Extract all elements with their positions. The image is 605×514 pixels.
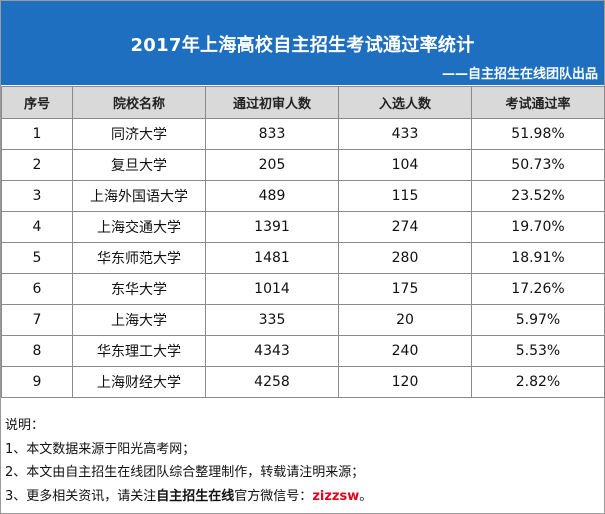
cell-selected-count: 175 — [338, 273, 472, 305]
cell-pass-rate: 18.91% — [471, 242, 605, 274]
cell-school-name: 上海大学 — [72, 304, 206, 336]
table-row: 2 复旦大学 205 104 50.73% — [1, 149, 605, 181]
notes-section: 说明： 1、本文数据来源于阳光高考网； 2、本文由自主招生在线团队综合整理制作，… — [5, 414, 600, 508]
wechat-id: zizzsw — [312, 488, 360, 504]
table-row: 8 华东理工大学 4343 240 5.53% — [1, 335, 605, 367]
header-index: 序号 — [1, 86, 73, 119]
cell-pass-rate: 2.82% — [471, 366, 605, 398]
cell-pass-rate: 23.52% — [471, 180, 605, 212]
note-follow-mid: 官方微信号： — [234, 488, 313, 504]
cell-index: 8 — [1, 335, 73, 367]
cell-selected-count: 240 — [338, 335, 472, 367]
table-row: 7 上海大学 335 20 5.97% — [1, 304, 605, 336]
table-row: 4 上海交通大学 1391 274 19.70% — [1, 211, 605, 243]
cell-school-name: 东华大学 — [72, 273, 206, 305]
cell-index: 2 — [1, 149, 73, 181]
cell-pass-rate: 51.98% — [471, 118, 605, 150]
table-row: 1 同济大学 833 433 51.98% — [1, 118, 605, 150]
title-banner: 2017年上海高校自主招生考试通过率统计 ——自主招生在线团队出品 — [1, 1, 604, 85]
table-row: 5 华东师范大学 1481 280 18.91% — [1, 242, 605, 274]
cell-index: 9 — [1, 366, 73, 398]
cell-index: 1 — [1, 118, 73, 150]
table-row: 3 上海外国语大学 489 115 23.52% — [1, 180, 605, 212]
cell-school-name: 上海外国语大学 — [72, 180, 206, 212]
cell-selected-count: 280 — [338, 242, 472, 274]
table-header-row: 序号 院校名称 通过初审人数 入选人数 考试通过率 — [1, 86, 605, 119]
cell-index: 7 — [1, 304, 73, 336]
header-pass-rate: 考试通过率 — [471, 86, 605, 119]
header-school-name: 院校名称 — [72, 86, 206, 119]
notes-heading: 说明： — [5, 418, 45, 433]
cell-selected-count: 115 — [338, 180, 472, 212]
cell-selected-count: 104 — [338, 149, 472, 181]
cell-school-name: 华东理工大学 — [72, 335, 206, 367]
header-passed-count: 通过初审人数 — [205, 86, 339, 119]
cell-school-name: 华东师范大学 — [72, 242, 206, 274]
cell-passed-count: 4258 — [205, 366, 339, 398]
note-follow-prefix: 3、更多相关资讯，请关注 — [5, 488, 157, 504]
note-line-source: 1、本文数据来源于阳光高考网； — [5, 441, 196, 457]
cell-passed-count: 205 — [205, 149, 339, 181]
cell-pass-rate: 5.53% — [471, 335, 605, 367]
banner-credit: ——自主招生在线团队出品 — [441, 67, 598, 82]
cell-index: 6 — [1, 273, 73, 305]
cell-passed-count: 335 — [205, 304, 339, 336]
page-title: 2017年上海高校自主招生考试通过率统计 — [130, 35, 475, 56]
cell-school-name: 上海交通大学 — [72, 211, 206, 243]
cell-pass-rate: 5.97% — [471, 304, 605, 336]
cell-selected-count: 20 — [338, 304, 472, 336]
cell-selected-count: 120 — [338, 366, 472, 398]
pass-rate-table: 序号 院校名称 通过初审人数 入选人数 考试通过率 1 同济大学 833 433… — [1, 86, 605, 398]
cell-school-name: 上海财经大学 — [72, 366, 206, 398]
cell-passed-count: 4343 — [205, 335, 339, 367]
cell-passed-count: 489 — [205, 180, 339, 212]
note-brand-name: 自主招生在线 — [156, 488, 235, 504]
cell-index: 3 — [1, 180, 73, 212]
cell-selected-count: 433 — [338, 118, 472, 150]
note-line-follow: 3、更多相关资讯，请关注自主招生在线官方微信号：zizzsw。 — [5, 485, 600, 509]
cell-index: 4 — [1, 211, 73, 243]
cell-passed-count: 1014 — [205, 273, 339, 305]
cell-selected-count: 274 — [338, 211, 472, 243]
cell-passed-count: 1391 — [205, 211, 339, 243]
cell-passed-count: 1481 — [205, 242, 339, 274]
cell-index: 5 — [1, 242, 73, 274]
cell-passed-count: 833 — [205, 118, 339, 150]
cell-pass-rate: 17.26% — [471, 273, 605, 305]
note-line-author: 2、本文由自主招生在线团队综合整理制作，转载请注明来源； — [5, 465, 365, 480]
note-follow-end: 。 — [359, 488, 373, 504]
cell-school-name: 复旦大学 — [72, 149, 206, 181]
table-row: 6 东华大学 1014 175 17.26% — [1, 273, 605, 305]
cell-school-name: 同济大学 — [72, 118, 206, 150]
cell-pass-rate: 19.70% — [471, 211, 605, 243]
cell-pass-rate: 50.73% — [471, 149, 605, 181]
header-selected-count: 入选人数 — [338, 86, 472, 119]
table-row: 9 上海财经大学 4258 120 2.82% — [1, 366, 605, 398]
